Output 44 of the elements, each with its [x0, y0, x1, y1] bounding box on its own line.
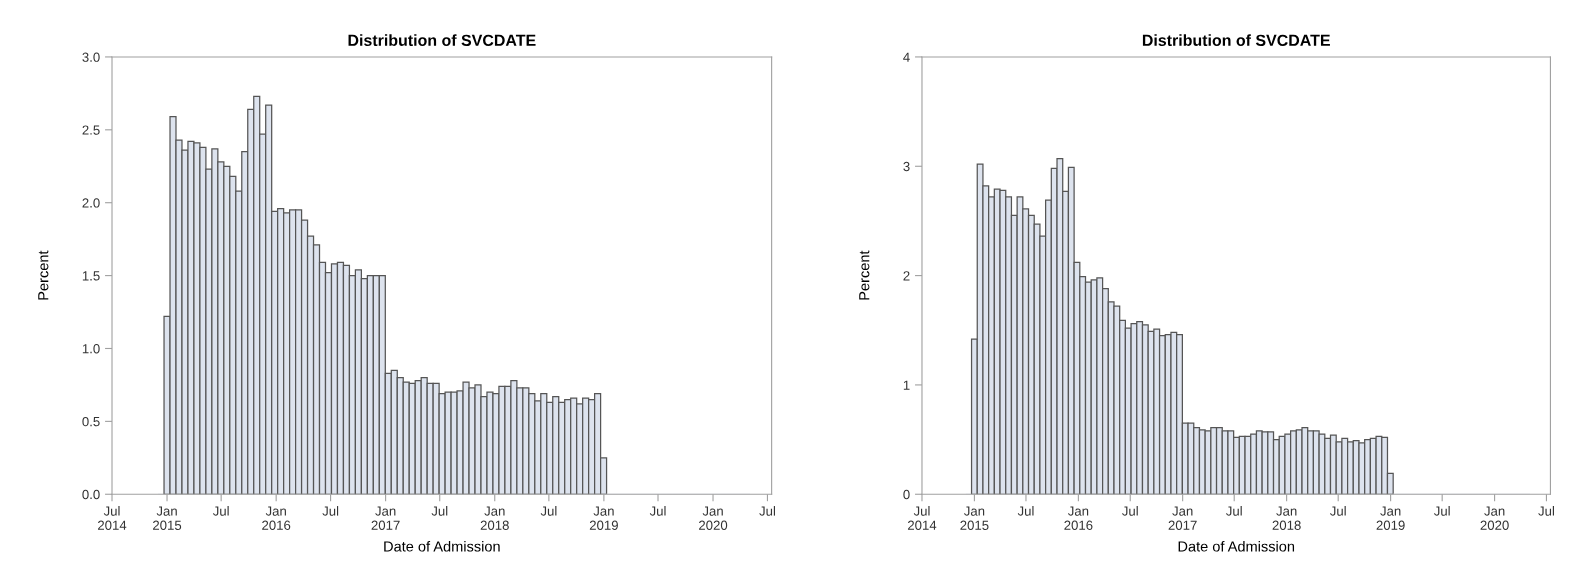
- y-axis-title: Percent: [38, 250, 49, 300]
- y-tick-label: 0: [903, 489, 910, 500]
- x-tick-label: Jul: [1017, 506, 1034, 516]
- y-tick-label: 3.0: [82, 52, 100, 62]
- x-tick-label: Jul: [1225, 506, 1242, 516]
- x-tick-label: Jan 2016: [1064, 506, 1093, 530]
- x-tick-label: Jul: [540, 506, 557, 516]
- x-tick-label: Jan 2020: [699, 506, 728, 530]
- x-tick-label: Jul: [1329, 506, 1346, 516]
- x-axis-title: Date of Admission: [1178, 540, 1295, 552]
- x-tick-label: Jul: [649, 506, 666, 516]
- x-tick-label: Jan 2017: [1168, 506, 1197, 530]
- y-tick-label: 0.5: [82, 416, 100, 427]
- x-tick-label: Jul 2014: [98, 506, 127, 530]
- x-tick-label: Jul: [1122, 506, 1138, 516]
- x-tick-label: Jul: [1433, 506, 1450, 516]
- y-tick-label: 4: [903, 52, 910, 62]
- y-tick-label: 0.0: [82, 489, 100, 500]
- x-tick-label: Jan 2017: [371, 506, 400, 530]
- y-tick-label: 1.5: [82, 271, 100, 281]
- x-tick-label: Jul: [431, 506, 448, 516]
- y-tick-label: 3: [903, 161, 910, 172]
- y-tick-label: 2: [903, 271, 910, 281]
- x-tick-label: Jan 2015: [153, 506, 182, 530]
- y-axis-title: Percent: [859, 250, 870, 300]
- x-tick-label: Jan 2018: [1272, 506, 1301, 530]
- x-tick-label: Jul: [322, 506, 339, 516]
- x-tick-label: Jan 2019: [589, 506, 618, 530]
- x-tick-label: Jan 2019: [1376, 506, 1405, 530]
- x-tick-label: Jul: [759, 506, 775, 516]
- y-tick-label: 2.0: [82, 198, 100, 208]
- x-tick-label: Jan 2015: [960, 506, 989, 530]
- x-tick-label: Jan 2018: [480, 506, 509, 530]
- chart-title: Distribution of SVCDATE: [1142, 34, 1330, 46]
- x-axis-title: Date of Admission: [384, 540, 500, 552]
- x-tick-label: Jul: [212, 506, 229, 516]
- y-tick-label: 1: [903, 380, 910, 390]
- y-tick-label: 2.5: [82, 125, 100, 135]
- x-tick-label: Jan 2020: [1480, 506, 1509, 530]
- y-tick-label: 1.0: [82, 344, 100, 354]
- x-tick-label: Jul 2014: [907, 506, 937, 530]
- x-tick-label: Jan 2016: [262, 506, 291, 530]
- chart-title: Distribution of SVCDATE: [348, 34, 536, 46]
- x-tick-label: Jul: [1538, 506, 1554, 516]
